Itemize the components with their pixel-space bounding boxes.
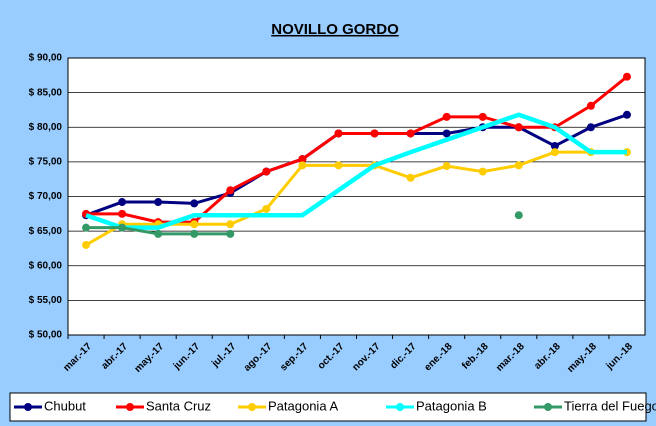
marker (226, 186, 235, 195)
marker (622, 72, 631, 81)
marker (334, 161, 343, 170)
marker (226, 229, 235, 238)
marker (586, 123, 595, 132)
marker (622, 110, 631, 119)
marker (478, 112, 487, 121)
legend-marker (396, 403, 404, 411)
marker (406, 173, 415, 182)
marker (586, 101, 595, 110)
y-tick-label: $ 55,00 (29, 295, 63, 306)
marker (334, 129, 343, 138)
legend-marker (544, 403, 552, 411)
marker (298, 161, 307, 170)
legend-label: Patagonia B (416, 398, 487, 413)
marker (406, 129, 415, 138)
legend-marker (248, 403, 256, 411)
y-tick-label: $ 90,00 (29, 53, 63, 64)
marker (514, 123, 523, 132)
legend-label: Chubut (44, 398, 86, 413)
marker (442, 112, 451, 121)
marker (118, 209, 127, 218)
marker (370, 129, 379, 138)
marker (190, 199, 199, 208)
y-tick-label: $ 85,00 (29, 87, 63, 98)
y-tick-label: $ 70,00 (29, 191, 63, 202)
marker (82, 223, 91, 232)
marker (442, 129, 451, 138)
legend-label: Tierra del Fuego (564, 398, 656, 413)
chart-title: NOVILLO GORDO (271, 21, 399, 38)
marker (118, 223, 127, 232)
y-tick-label: $ 80,00 (29, 122, 63, 133)
marker (190, 229, 199, 238)
marker (514, 161, 523, 170)
marker (298, 155, 307, 164)
marker (514, 211, 523, 220)
marker (190, 220, 199, 229)
y-tick-label: $ 65,00 (29, 226, 63, 237)
y-tick-label: $ 60,00 (29, 260, 63, 271)
marker (118, 198, 127, 207)
marker (478, 167, 487, 176)
series-line (85, 112, 627, 230)
marker (550, 141, 559, 150)
marker (550, 148, 559, 157)
marker (154, 198, 163, 207)
marker (262, 167, 271, 176)
marker (226, 220, 235, 229)
legend-marker (126, 403, 134, 411)
series-line (85, 150, 627, 247)
marker (154, 229, 163, 238)
legend-label: Santa Cruz (146, 398, 211, 413)
marker (262, 204, 271, 213)
legend-marker (24, 403, 32, 411)
y-tick-label: $ 75,00 (29, 157, 63, 168)
y-tick-label: $ 50,00 (29, 330, 63, 341)
marker (442, 162, 451, 171)
marker (82, 240, 91, 249)
legend-label: Patagonia A (268, 398, 338, 413)
